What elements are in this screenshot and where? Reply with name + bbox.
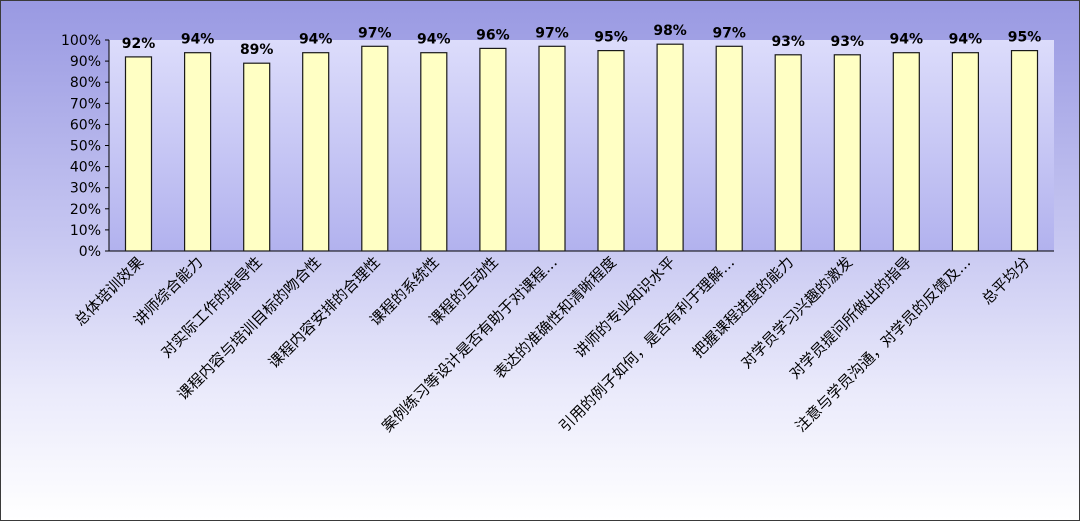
bar [479,47,507,252]
y-tick-label: 10% [70,223,101,239]
y-tick-label: 70% [70,96,101,112]
bar-data-label: 94% [890,32,924,48]
bar-data-label: 93% [831,34,865,50]
y-tick-label: 20% [70,202,101,218]
bars-group [124,43,1039,252]
bar-data-label: 95% [594,30,628,46]
bar-data-label: 95% [1008,30,1042,46]
bar [833,54,861,252]
bar-data-label: 94% [949,32,983,48]
bar [656,43,684,252]
y-tick-label: 40% [70,160,101,176]
bar-data-label: 92% [122,36,156,52]
y-tick-label: 50% [70,139,101,155]
bar-data-label: 97% [712,25,746,41]
bar-data-label: 97% [358,25,392,41]
x-tick-label: 总平均分 [978,253,1033,308]
bar [774,54,802,252]
bar [715,45,743,252]
x-tick-label: 把握课程进度的能力 [689,253,797,361]
bar [420,52,448,252]
bar [302,52,330,252]
x-tick-label: 课程内容安排的合理性 [265,253,384,372]
x-tick-label: 对学员学习兴趣的激发 [737,253,856,372]
y-tick-label: 0% [79,244,101,260]
x-axis-labels-group: 总体培训效果讲师综合能力对实际工作的指导性课程内容与培训目标的吻合性课程内容安排… [71,253,1033,435]
bar [361,45,389,252]
bar [124,56,153,252]
bar [1010,49,1039,252]
bar [243,62,271,252]
bar [892,52,920,252]
bar [538,45,566,252]
y-tick-label: 80% [70,75,101,91]
y-tick-label: 60% [70,117,101,133]
y-axis: 0% 10% 20% 30% 40% 50% 60% 70% 80% 90% 100% [61,33,1054,260]
y-tick-label: 30% [70,181,101,197]
bar-data-label: 98% [653,23,687,39]
bar-data-label: 94% [417,32,451,48]
x-tick-label: 对实际工作的指导性 [157,253,265,361]
bar [951,52,980,252]
bar [597,49,625,252]
bar-data-label: 96% [476,27,510,43]
bar-data-label: 97% [535,25,569,41]
x-tick-label: 讲师的专业知识水平 [571,253,679,361]
bar-data-label: 93% [771,34,805,50]
bar-data-label: 89% [240,42,274,58]
bar-data-label: 94% [181,32,215,48]
bar [184,52,212,252]
y-tick-label: 90% [70,54,101,70]
data-labels-group: 92% 94% 89% 94% 97% 94% 96% 97% 95% 98% 97% 93% 93% 9… [122,23,1042,58]
bar-data-label: 94% [299,32,333,48]
y-tick-label: 100% [61,33,101,49]
